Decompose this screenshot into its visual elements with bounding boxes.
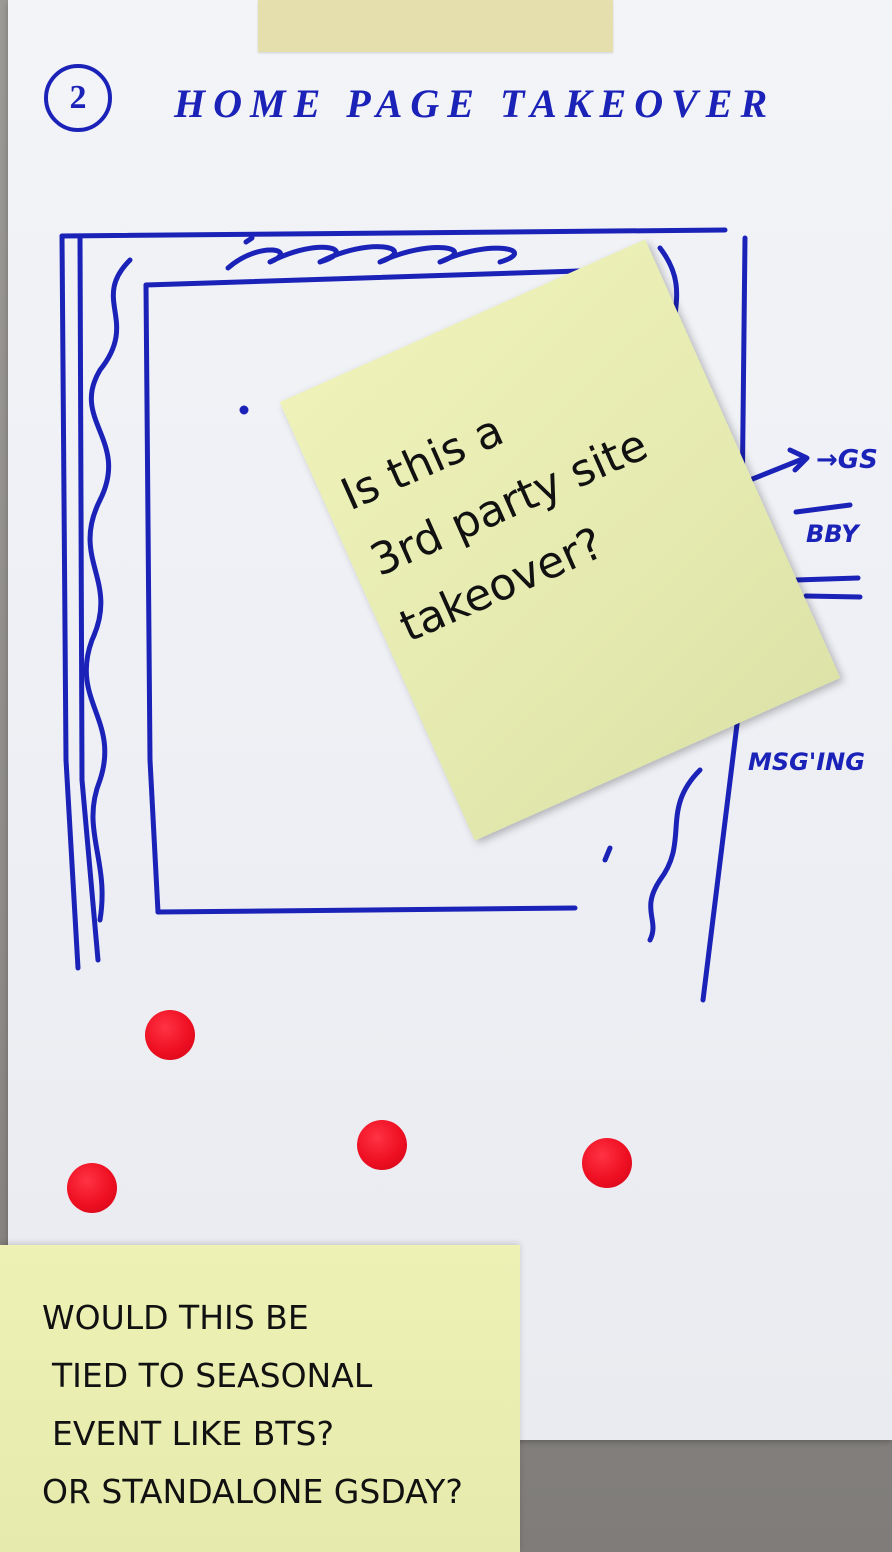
sticky-note-question-text: Is this a 3rd party site takeover? xyxy=(330,319,747,663)
red-vote-dot xyxy=(582,1138,632,1188)
sketch-heading: 2 HOME PAGE TAKEOVER xyxy=(44,62,824,142)
sticky-note-seasonal: WOULD THIS BE TIED TO SEASONAL EVENT LIK… xyxy=(0,1245,520,1552)
outer-frame-left-inner xyxy=(77,233,101,963)
side-note-messaging: MSG'ING xyxy=(748,748,865,776)
outer-frame-left xyxy=(59,233,81,971)
top-squiggle xyxy=(225,244,517,271)
outer-frame-top xyxy=(59,227,728,239)
heading-title: HOME PAGE TAKEOVER xyxy=(174,81,776,126)
sticky-note-line: EVENT LIKE BTS? xyxy=(52,1414,334,1453)
sticky-note-seasonal-text: WOULD THIS BE TIED TO SEASONAL EVENT LIK… xyxy=(42,1289,512,1521)
red-vote-dot xyxy=(67,1163,117,1213)
heading-number: 2 xyxy=(44,64,112,132)
masking-tape xyxy=(258,0,613,52)
left-squiggle xyxy=(83,257,133,923)
red-vote-dot xyxy=(357,1120,407,1170)
inner-frame-left xyxy=(143,282,161,915)
sticky-note-line: OR STANDALONE GSDAY? xyxy=(42,1472,463,1511)
red-vote-dot xyxy=(145,1010,195,1060)
inner-frame-bottom xyxy=(155,905,578,915)
side-note-gs: →GS xyxy=(816,445,878,475)
sticky-note-line: TIED TO SEASONAL xyxy=(52,1356,373,1395)
sticky-note-line: WOULD THIS BE xyxy=(42,1298,309,1337)
side-note-bby: BBY xyxy=(806,520,859,548)
